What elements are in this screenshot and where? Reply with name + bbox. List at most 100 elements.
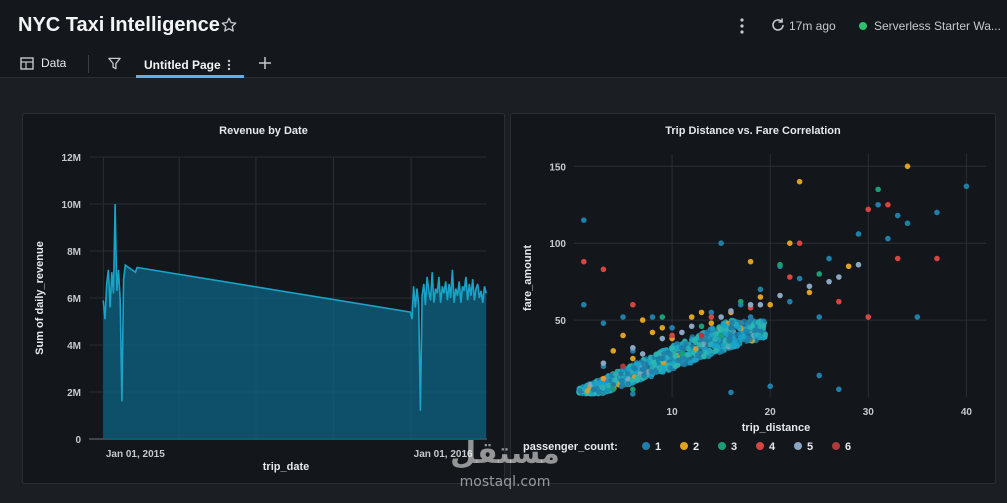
dense-point xyxy=(697,341,703,348)
dense-point xyxy=(636,361,642,367)
scatter-point-pc-4 xyxy=(885,201,891,208)
dense-point xyxy=(596,389,602,395)
scatter-point-pc-1 xyxy=(963,183,970,190)
dense-point xyxy=(650,359,656,365)
dense-point xyxy=(683,340,689,347)
scatter-point-pc-6 xyxy=(620,363,626,370)
scatter-point-pc-5 xyxy=(718,314,724,320)
dense-point xyxy=(703,350,709,356)
dense-point xyxy=(756,334,763,341)
revenue-area-fill xyxy=(103,204,487,439)
page-title: NYC Taxi Intelligence xyxy=(18,14,220,36)
scatter-point-pc-1 xyxy=(659,355,666,362)
filter-icon[interactable] xyxy=(107,56,122,71)
legend-label-pc-5: 5 xyxy=(807,441,813,453)
scatter-point-pc-2 xyxy=(767,301,773,308)
scatter-point-pc-4 xyxy=(669,332,675,339)
scatter-point-pc-3 xyxy=(698,323,705,330)
legend-title: passenger_count: xyxy=(523,441,618,453)
scatter-point-pc-2 xyxy=(600,375,607,382)
y-axis-label: fare_amount xyxy=(522,245,534,311)
tab-untitled-page[interactable]: Untitled Page xyxy=(136,50,244,78)
top-bar: NYC Taxi Intelligence 17m ago Serverless… xyxy=(0,0,1007,78)
warehouse-status-dot xyxy=(859,22,867,30)
x-tick-label: Jan 01, 2016 xyxy=(414,449,473,460)
legend-marker-pc-4 xyxy=(756,442,764,450)
scatter-point-pc-2 xyxy=(845,263,852,270)
legend-label-pc-6: 6 xyxy=(845,441,851,453)
tab-kebab-icon[interactable] xyxy=(226,58,232,72)
kebab-menu-icon[interactable] xyxy=(737,16,747,36)
dense-point xyxy=(641,372,647,379)
scatter-point-pc-1 xyxy=(914,314,921,320)
scatter-point-pc-1 xyxy=(590,386,597,393)
y-tick-label: 50 xyxy=(555,316,567,327)
dense-point xyxy=(680,355,687,362)
scatter-point-pc-5 xyxy=(757,301,764,308)
data-button[interactable]: Data xyxy=(20,56,66,70)
dense-point xyxy=(720,343,727,349)
scatter-point-pc-5 xyxy=(688,323,695,330)
legend-label-pc-2: 2 xyxy=(693,441,699,453)
scatter-point-pc-4 xyxy=(934,255,940,262)
y-axis-label: Sum of daily_revenue xyxy=(34,241,46,355)
scatter-point-pc-1 xyxy=(610,381,617,388)
revenue-chart-panel: Revenue by Date Sum of daily_revenue tri… xyxy=(22,113,505,484)
scatter-point-pc-1 xyxy=(728,324,734,331)
table-icon xyxy=(20,56,34,70)
refresh-icon[interactable] xyxy=(770,17,786,33)
dense-point xyxy=(624,370,631,377)
legend-label-pc-4: 4 xyxy=(769,441,776,453)
dense-point xyxy=(693,346,699,352)
dense-point xyxy=(743,328,750,335)
scatter-point-pc-5 xyxy=(836,274,842,280)
scatter-point-pc-4 xyxy=(894,255,901,262)
plus-icon[interactable] xyxy=(257,55,273,71)
scatter-point-pc-2 xyxy=(659,324,666,331)
x-axis-label: trip_date xyxy=(263,461,309,473)
watermark-latin: mostaql.com xyxy=(459,474,551,490)
dense-point xyxy=(656,364,663,371)
toolbar-divider xyxy=(88,55,89,73)
scatter-point-pc-1 xyxy=(855,231,862,237)
scatter-point-pc-2 xyxy=(688,314,695,320)
scatter-point-pc-1 xyxy=(679,344,685,351)
scatter-point-pc-3 xyxy=(777,261,783,268)
dense-point xyxy=(674,362,681,368)
dense-point xyxy=(737,335,744,341)
dense-point xyxy=(762,331,768,338)
scatter-point-pc-2 xyxy=(806,289,813,296)
scatter-point-pc-2 xyxy=(787,240,793,247)
scatter-point-pc-5 xyxy=(659,335,666,342)
scatter-point-pc-4 xyxy=(865,206,872,213)
dense-point xyxy=(675,357,682,364)
dense-point xyxy=(713,347,719,354)
scatter-point-pc-2 xyxy=(630,355,636,362)
legend-marker-pc-5 xyxy=(794,442,802,450)
dense-point xyxy=(599,385,606,391)
scatter-point-pc-2 xyxy=(620,332,626,339)
scatter-point-pc-3 xyxy=(816,271,823,277)
scatter-point-pc-5 xyxy=(747,301,754,308)
dense-point xyxy=(605,383,611,389)
y-tick-label: 12M xyxy=(62,153,81,164)
y-tick-label: 4M xyxy=(67,341,81,352)
y-tick-label: 100 xyxy=(549,239,566,250)
dense-point xyxy=(757,323,764,329)
dense-point xyxy=(747,336,753,343)
tab-label: Untitled Page xyxy=(144,58,221,72)
x-tick-label: 20 xyxy=(765,407,777,418)
scatter-point-pc-2 xyxy=(904,163,911,170)
scatter-point-pc-2 xyxy=(757,294,764,300)
warehouse-selector[interactable]: Serverless Starter Wa... xyxy=(874,19,1001,33)
scatter-point-pc-2 xyxy=(649,329,656,336)
x-tick-label: Jan 01, 2015 xyxy=(106,449,165,460)
star-icon[interactable] xyxy=(220,16,238,34)
scatter-point-pc-1 xyxy=(747,314,754,320)
dense-point xyxy=(640,361,647,367)
dense-point xyxy=(629,378,635,384)
scatter-point-pc-5 xyxy=(777,292,783,299)
refresh-time[interactable]: 17m ago xyxy=(789,19,836,33)
y-tick-label: 150 xyxy=(549,162,566,173)
scatter-point-pc-5 xyxy=(728,308,734,314)
